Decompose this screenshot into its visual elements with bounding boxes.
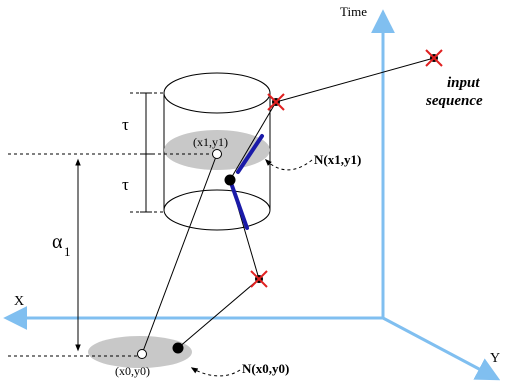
y-axis-label: Y (490, 351, 500, 366)
point-x1y1-label: (x1,y1) (193, 135, 228, 149)
cylinder-top-ellipse (163, 72, 271, 114)
x-axis-label: X (14, 294, 24, 309)
input-sequence-label-line1: input (447, 75, 480, 91)
input-marker-lower (250, 270, 268, 288)
input-marker-middle (267, 93, 285, 111)
callout-arrow-x1y1 (265, 159, 313, 171)
neighborhood-x1y1-label: N(x1,y1) (314, 152, 361, 167)
tau-lower-label: τ (122, 175, 129, 194)
alpha-subscript-label: 1 (64, 244, 71, 259)
tau-upper-label: τ (122, 115, 129, 134)
cylinder-bottom-ellipse (163, 189, 271, 231)
link-input3-to-match0 (177, 278, 260, 349)
highlight-segment (236, 134, 264, 174)
time-axis-label: Time (340, 4, 367, 19)
neighborhood-x0y0-label: N(x0,y0) (242, 361, 289, 376)
callout-arrow-x0y0 (190, 367, 241, 377)
input-marker-top (425, 49, 443, 67)
y-axis (382, 316, 501, 381)
link-input1-to-input2 (275, 57, 435, 103)
link-x0y0-to-x1y1 (141, 153, 218, 355)
input-sequence-label-line2: sequence (425, 93, 483, 109)
link-match1-to-input1 (229, 101, 277, 181)
point-x0y0-label: (x0,y0) (115, 364, 150, 378)
highlight-segment-lower (228, 178, 249, 230)
match-point-upper (224, 174, 236, 186)
alpha-label: α (52, 231, 63, 253)
match-point-lower (172, 342, 184, 354)
point-x0y0-marker (137, 349, 147, 359)
point-x1y1-marker (212, 149, 222, 159)
